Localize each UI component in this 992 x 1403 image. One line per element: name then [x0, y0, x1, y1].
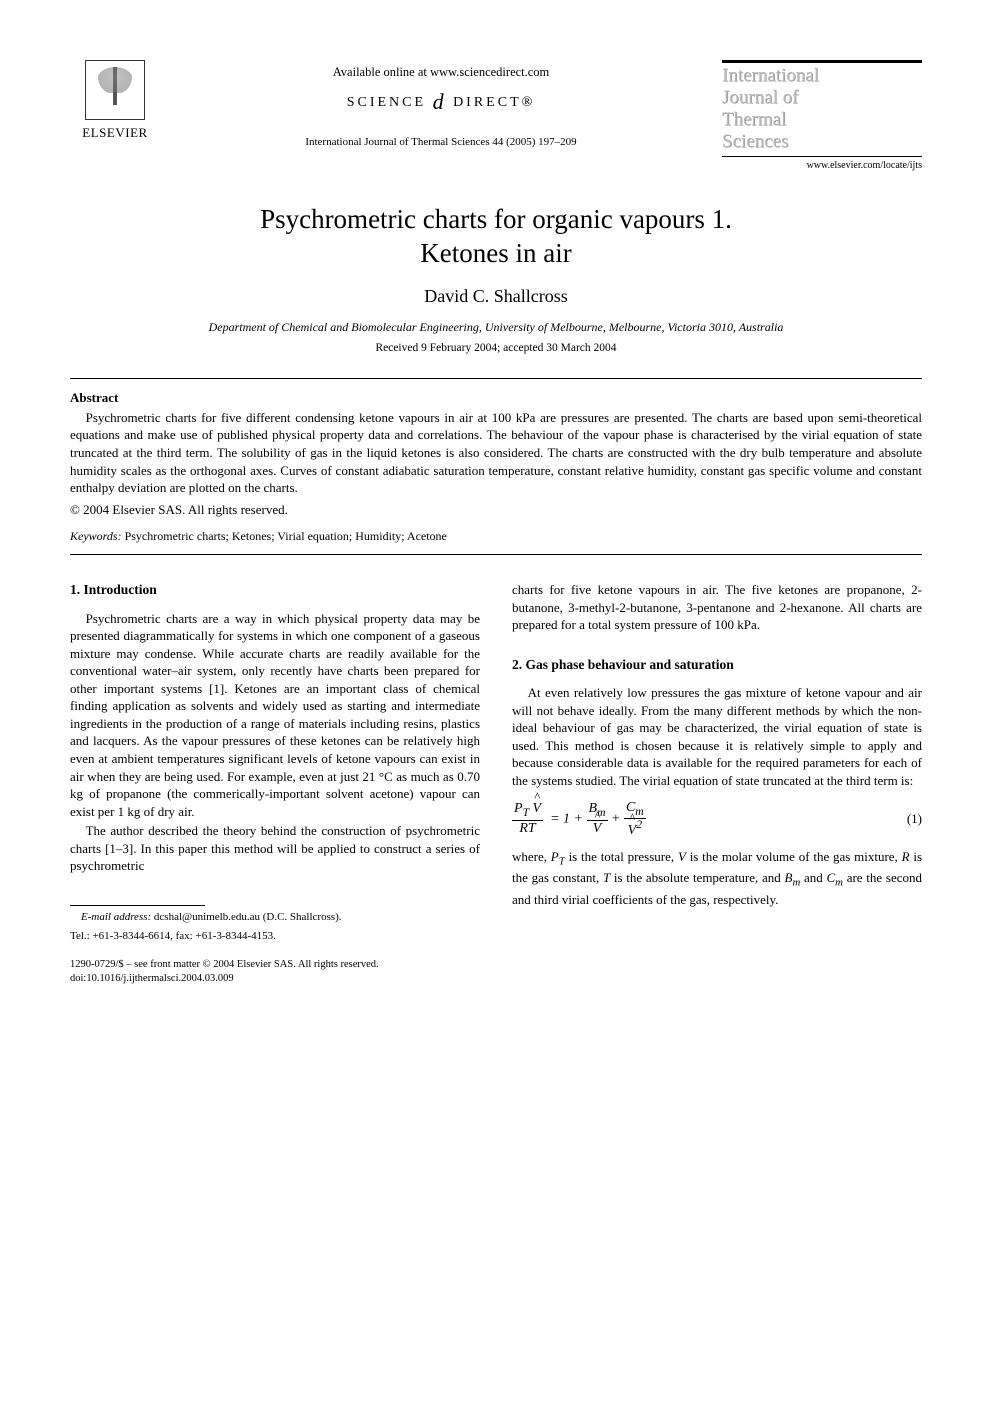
jn-l2: Journal of — [722, 87, 799, 108]
title-l1: Psychrometric charts for organic vapours… — [260, 204, 732, 234]
top-rule — [722, 60, 922, 63]
bottom-rule — [722, 156, 922, 157]
footnote-tel: Tel.: +61-3-8344-6614, fax: +61-3-8344-4… — [70, 929, 480, 944]
t-b: is the total pressure, — [565, 849, 678, 864]
gas-para-2: where, PT is the total pressure, V is th… — [512, 848, 922, 908]
article-title: Psychrometric charts for organic vapours… — [70, 203, 922, 271]
section-2-heading: 2. Gas phase behaviour and saturation — [512, 656, 922, 674]
title-l2: Ketones in air — [420, 238, 571, 268]
t-a: where, — [512, 849, 551, 864]
journal-title-box: International Journal of Thermal Science… — [722, 60, 922, 173]
left-column: 1. Introduction Psychrometric charts are… — [70, 581, 480, 985]
intro-para-1: Psychrometric charts are a way in which … — [70, 610, 480, 821]
elsevier-tree-icon — [85, 60, 145, 120]
section-1-heading: 1. Introduction — [70, 581, 480, 599]
body-columns: 1. Introduction Psychrometric charts are… — [70, 581, 922, 985]
gas-para-1: At even relatively low pressures the gas… — [512, 684, 922, 789]
sd-right: DIRECT® — [453, 95, 535, 110]
abstract-bottom-rule — [70, 554, 922, 555]
journal-url: www.elsevier.com/locate/ijts — [722, 159, 922, 173]
article-dates: Received 9 February 2004; accepted 30 Ma… — [70, 341, 922, 357]
available-online-line: Available online at www.sciencedirect.co… — [160, 64, 722, 81]
publisher-name: ELSEVIER — [70, 124, 160, 142]
equation-1: PT VRT = 1 + BmV + CmV2 — [512, 800, 646, 839]
header-center: Available online at www.sciencedirect.co… — [160, 60, 722, 149]
doi-block: 1290-0729/$ – see front matter © 2004 El… — [70, 958, 480, 986]
journal-name: International Journal of Thermal Science… — [722, 65, 922, 152]
journal-reference: International Journal of Thermal Science… — [160, 135, 722, 150]
abstract-block: Abstract Psychrometric charts for five d… — [70, 389, 922, 544]
right-column: charts for five ketone vapours in air. T… — [512, 581, 922, 985]
front-matter-line: 1290-0729/$ – see front matter © 2004 El… — [70, 958, 480, 972]
affiliation: Department of Chemical and Biomolecular … — [70, 319, 922, 335]
abstract-heading: Abstract — [70, 389, 922, 407]
intro-continuation: charts for five ketone vapours in air. T… — [512, 581, 922, 634]
sd-d-icon: d — [433, 89, 447, 114]
abstract-copyright: © 2004 Elsevier SAS. All rights reserved… — [70, 501, 922, 519]
jn-l3: Thermal — [722, 109, 786, 130]
keywords-line: Keywords: Psychrometric charts; Ketones;… — [70, 528, 922, 544]
publisher-logo: ELSEVIER — [70, 60, 160, 142]
author-name: David C. Shallcross — [70, 284, 922, 308]
t-e: is the absolute temperature, and — [610, 870, 784, 885]
intro-para-2: The author described the theory behind t… — [70, 822, 480, 875]
footnote-rule — [70, 905, 205, 906]
equation-1-row: PT VRT = 1 + BmV + CmV2 (1) — [512, 800, 922, 839]
email-label: E-mail address: — [81, 911, 151, 923]
t-f: and — [800, 870, 826, 885]
sciencedirect-logo: SCIENCE d DIRECT® — [160, 87, 722, 117]
jn-l1: International — [722, 65, 819, 86]
keywords-label: Keywords: — [70, 529, 122, 543]
title-block: Psychrometric charts for organic vapours… — [70, 203, 922, 357]
sd-left: SCIENCE — [347, 95, 426, 110]
equation-1-number: (1) — [907, 810, 922, 828]
doi-line: doi:10.1016/j.ijthermalsci.2004.03.009 — [70, 972, 480, 986]
footnote-email: E-mail address: dcshal@unimelb.edu.au (D… — [70, 910, 480, 925]
abstract-top-rule — [70, 378, 922, 379]
keywords-text: Psychrometric charts; Ketones; Virial eq… — [122, 529, 447, 543]
abstract-text: Psychrometric charts for five different … — [70, 409, 922, 497]
page-header: ELSEVIER Available online at www.science… — [70, 60, 922, 173]
email-value: dcshal@unimelb.edu.au (D.C. Shallcross). — [151, 911, 341, 923]
jn-l4: Sciences — [722, 131, 788, 152]
t-c: is the molar volume of the gas mixture, — [686, 849, 902, 864]
